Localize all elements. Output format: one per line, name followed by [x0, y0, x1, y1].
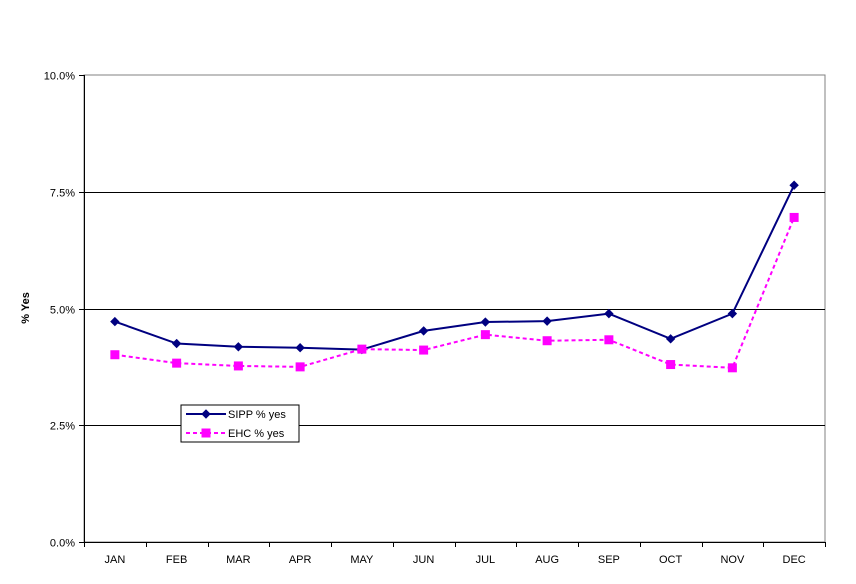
data-point: [110, 316, 120, 327]
data-point: [665, 334, 676, 344]
legend-label: EHC % yes: [228, 428, 285, 440]
data-point: [110, 350, 120, 360]
data-point: [604, 335, 614, 345]
data-point: [418, 326, 429, 336]
y-tick-label: 7.5%: [50, 188, 75, 200]
y-tick-label: 5.0%: [50, 305, 75, 317]
x-tick-label: DEC: [783, 554, 806, 566]
legend-item: SIPP % yes: [186, 409, 286, 421]
data-point: [666, 360, 676, 370]
gridlines: [83, 74, 826, 543]
x-tick-label: NOV: [720, 554, 745, 566]
data-point: [171, 338, 182, 349]
data-point: [542, 316, 552, 326]
plot-area: [83, 74, 826, 543]
series-1: [110, 180, 799, 355]
legend: SIPP % yes EHC % yes: [180, 404, 300, 443]
data-point: [172, 358, 182, 368]
data-point: [357, 344, 367, 354]
x-tick-label: OCT: [659, 554, 683, 566]
data-point: [542, 336, 552, 346]
series-line: [114, 217, 796, 369]
y-tick-label: 10.0%: [44, 71, 75, 83]
x-tick-label: FEB: [166, 554, 187, 566]
data-point: [233, 361, 243, 371]
legend-box: [180, 404, 300, 443]
x-tick-label: JUN: [413, 554, 434, 566]
data-point: [789, 212, 799, 222]
legend-marker: [201, 428, 211, 438]
x-tick-label: MAY: [350, 554, 374, 566]
axes: 0.0% 2.5% 5.0% 7.5% 10.0% JAN FEB MAR APR MAY JUN J…: [44, 71, 826, 566]
x-tick-label: MAR: [226, 554, 251, 566]
x-tick-label: JAN: [104, 554, 125, 566]
data-point: [480, 317, 491, 327]
data-point: [233, 342, 244, 352]
data-point: [789, 180, 799, 190]
legend-item: EHC % yes: [186, 428, 285, 440]
series-group: [110, 180, 799, 373]
x-tick-label: JUL: [476, 554, 496, 566]
data-point: [419, 345, 429, 355]
data-point: [727, 363, 737, 373]
x-tick-label: APR: [289, 554, 312, 566]
y-tick-label: 2.5%: [50, 421, 75, 433]
x-tick-label: SEP: [598, 554, 620, 566]
data-point: [604, 308, 614, 319]
data-point: [727, 308, 738, 319]
legend-label: SIPP % yes: [228, 409, 286, 421]
data-point: [480, 330, 490, 340]
x-tick-label: AUG: [535, 554, 559, 566]
series-2: [110, 212, 799, 373]
y-tick-label: 0.0%: [50, 538, 75, 550]
data-point: [295, 362, 305, 372]
y-axis-title: % Yes: [20, 292, 32, 324]
legend-marker: [201, 409, 211, 419]
data-point: [295, 343, 305, 353]
series-line: [114, 184, 796, 351]
